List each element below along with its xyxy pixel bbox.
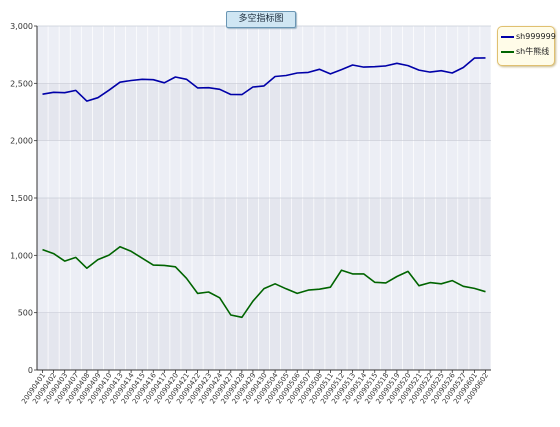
legend-label-1: sh999999 xyxy=(516,32,556,41)
y-tick-label: 500 xyxy=(18,309,33,318)
y-tick-label: 1,500 xyxy=(10,194,33,203)
series-line-1 xyxy=(42,57,486,102)
legend-swatch-2 xyxy=(501,50,514,53)
legend: sh999999 sh牛熊线 xyxy=(497,26,556,66)
y-tick-label: 1,000 xyxy=(10,251,33,260)
plot-band xyxy=(37,140,491,198)
plot-band xyxy=(37,26,491,84)
y-tick-label: 2,000 xyxy=(10,137,33,146)
y-tick-label: 2,500 xyxy=(10,79,33,88)
legend-item-series-2: sh牛熊线 xyxy=(501,46,549,58)
plot-band xyxy=(37,255,491,313)
legend-swatch-1 xyxy=(501,35,514,38)
plot-band xyxy=(37,83,491,141)
y-tick-label: 0 xyxy=(28,366,33,375)
plot-band xyxy=(37,312,491,370)
legend-item-series-1: sh999999 xyxy=(501,31,556,43)
legend-label-2: sh牛熊线 xyxy=(516,47,550,56)
series-line-2 xyxy=(42,245,486,319)
chart-title: 多空指标图 xyxy=(226,11,296,28)
plot-band xyxy=(37,198,491,256)
y-tick-label: 3,000 xyxy=(10,22,33,31)
